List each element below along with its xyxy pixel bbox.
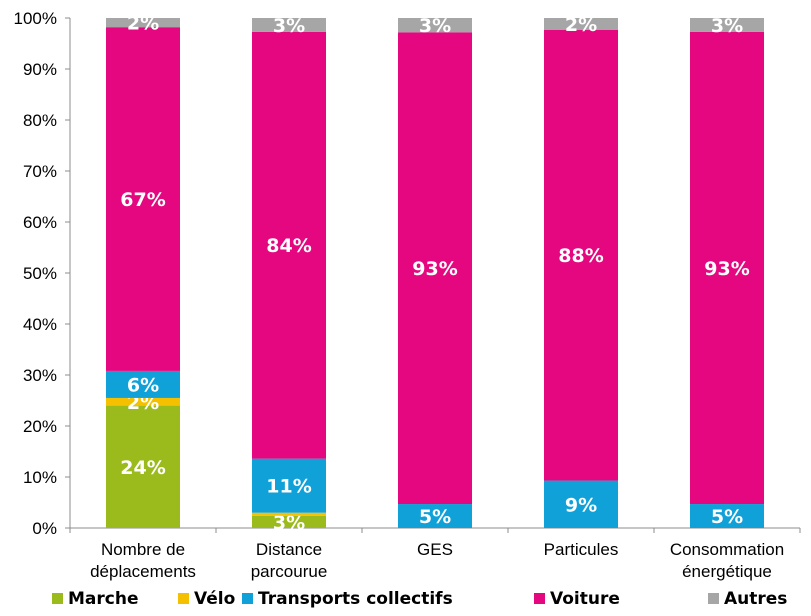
bar-segment [252,458,326,513]
y-tick-label: 10% [23,468,57,487]
bar-segment [544,18,618,30]
y-tick-label: 70% [23,162,57,181]
data-label: 2% [565,14,597,36]
category-label: Distance parcourue [251,540,328,581]
category-label: Particules [544,540,619,559]
data-label: 9% [565,494,597,516]
bar-segment [544,480,618,528]
bar-segment [252,31,326,459]
bar-segment [398,18,472,33]
bar-segment [690,31,764,505]
y-tick-label: 20% [23,417,57,436]
bar-segment [690,504,764,528]
data-label: 88% [558,245,603,267]
data-label: 5% [419,506,451,528]
data-label: 93% [704,258,749,280]
bar-segment [106,370,180,398]
y-tick-label: 0% [32,519,57,538]
y-tick-label: 30% [23,366,57,385]
bar-segment [252,18,326,32]
bar-segment [106,397,180,406]
y-tick-label: 50% [23,264,57,283]
data-label: 11% [266,476,311,498]
category-label: GES [417,540,453,559]
bar-segment [398,504,472,528]
bar-segment [106,18,180,28]
y-tick-label: 60% [23,213,57,232]
data-label: 84% [266,235,311,257]
bar-segment [690,18,764,32]
legend-swatch [178,593,189,604]
legend-label: Autres [724,589,787,609]
legend-label: Vélo [194,589,235,609]
category-label: Consommation énergétique [670,540,784,581]
legend-swatch [708,593,719,604]
data-label: 2% [127,13,159,35]
data-label: 5% [711,506,743,528]
legend-swatch [242,593,253,604]
legend-label: Voiture [550,589,620,609]
data-label: 3% [273,512,305,534]
bar-segment [252,515,326,528]
bar-segment [544,29,618,481]
bar-segment [106,405,180,528]
data-label: 24% [120,457,165,479]
data-label: 93% [412,258,457,280]
y-tick-label: 100% [14,9,57,28]
data-label: 3% [273,15,305,37]
data-label: 3% [711,15,743,37]
bar-segment [252,512,326,516]
data-label: 6% [127,374,159,396]
y-tick-label: 80% [23,111,57,130]
bar-segment [398,32,472,505]
legend-label: Transports collectifs [258,589,453,609]
legend-label: Marche [68,589,138,609]
data-label: 3% [419,15,451,37]
y-tick-label: 90% [23,60,57,79]
legend-swatch [52,593,63,604]
y-tick-label: 40% [23,315,57,334]
bar-segment [106,27,180,371]
legend-swatch [534,593,545,604]
data-label: 67% [120,189,165,211]
category-label: Nombre de déplacements [90,540,196,581]
